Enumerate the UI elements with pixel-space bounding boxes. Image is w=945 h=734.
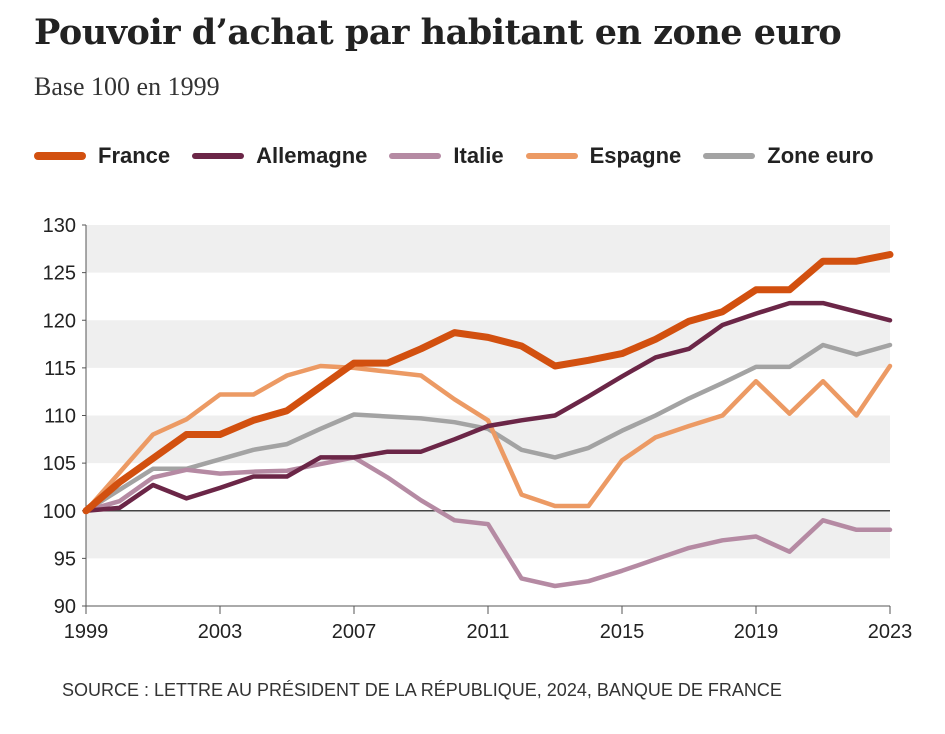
series-line-france [82, 251, 894, 515]
x-tick-label: 1999 [64, 621, 109, 643]
y-tick-label: 125 [43, 263, 76, 285]
y-tick-label: 115 [44, 358, 76, 380]
legend: France Allemagne Italie Espagne Zone euro [34, 143, 874, 169]
y-tick-label: 90 [54, 596, 76, 618]
x-tick-label: 2003 [198, 621, 243, 643]
series-line-italie [83, 455, 893, 589]
legend-label: Allemagne [256, 143, 368, 168]
x-tick-label: 2023 [868, 621, 913, 643]
x-tick-label: 2007 [332, 621, 377, 643]
chart-title: Pouvoir d’achat par habitant en zone eur… [34, 12, 842, 53]
legend-label: Zone euro [767, 143, 874, 168]
grid-band [86, 225, 890, 273]
legend-item: Allemagne [192, 143, 367, 169]
x-tick-label: 2011 [466, 621, 509, 643]
legend-swatch [389, 153, 442, 159]
legend-swatch [34, 152, 86, 160]
series-line-espagne [83, 363, 893, 514]
series-line-zone-euro [83, 342, 893, 514]
legend-item: Italie [389, 143, 504, 169]
x-tick-label: 2019 [734, 621, 779, 643]
x-tick-label: 2015 [600, 621, 645, 643]
legend-item: France [34, 143, 170, 169]
legend-label: Italie [453, 143, 504, 168]
legend-item: Zone euro [703, 143, 874, 169]
legend-label: Espagne [589, 143, 682, 168]
legend-swatch [525, 153, 578, 159]
y-tick-label: 105 [43, 453, 76, 475]
legend-item: Espagne [525, 143, 682, 169]
legend-swatch [192, 153, 245, 159]
chart-subtitle: Base 100 en 1999 [34, 72, 220, 101]
y-tick-label: 120 [43, 310, 76, 332]
source-note: SOURCE : LETTRE AU PRÉSIDENT DE LA RÉPUB… [62, 680, 782, 700]
y-tick-label: 110 [44, 406, 76, 428]
grid-band [86, 320, 890, 368]
y-tick-label: 130 [43, 215, 76, 237]
series-line-allemagne [83, 300, 893, 514]
y-tick-label: 95 [54, 548, 76, 570]
grid-band [86, 510, 890, 559]
legend-label: France [98, 143, 171, 168]
legend-swatch [703, 153, 756, 159]
y-tick-label: 100 [43, 501, 76, 523]
